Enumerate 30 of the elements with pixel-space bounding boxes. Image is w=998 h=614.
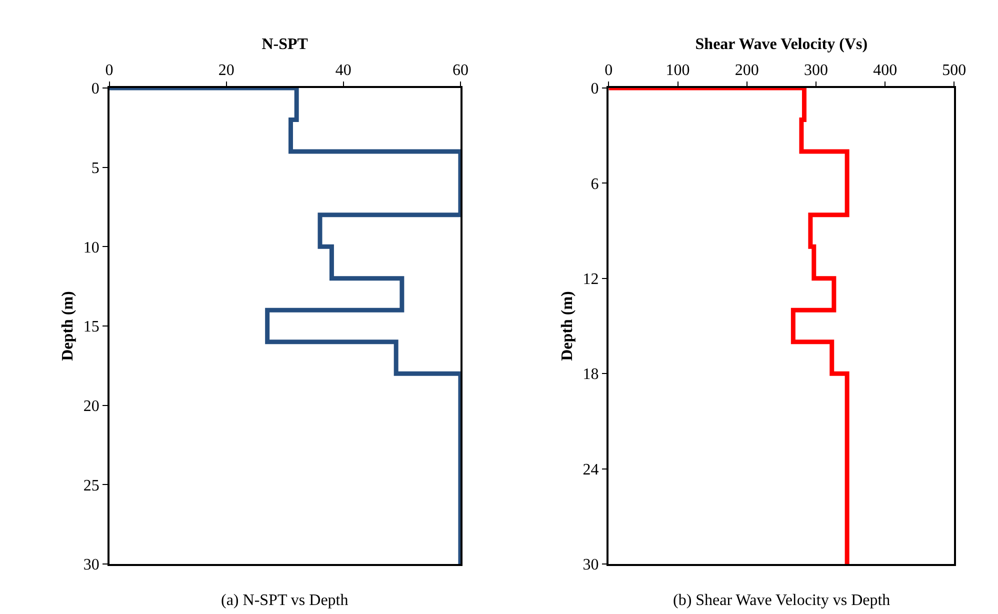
x-tick-label: 200 — [734, 62, 759, 79]
x-tick-label: 300 — [804, 62, 828, 79]
line-series — [608, 88, 850, 564]
x-tick-label: 40 — [335, 62, 352, 79]
x-tick-label: 0 — [604, 62, 613, 79]
y-tick-label: 30 — [582, 556, 599, 574]
x-tick-label: 500 — [942, 62, 966, 79]
text: (b) Shear Wave Velocity vs Depth — [673, 592, 890, 609]
y-tick-label: 6 — [590, 176, 599, 193]
chart-title: N-SPT — [262, 36, 308, 54]
y-tick-label: 5 — [91, 160, 100, 177]
y-tick-label: 0 — [91, 80, 100, 98]
chart-title: Shear Wave Velocity (Vs) — [695, 36, 868, 54]
x-tick-label: 60 — [452, 62, 468, 79]
y-axis-title: Depth (m) — [559, 291, 576, 361]
x-tick-label: 20 — [218, 62, 234, 79]
y-tick-label: 24 — [582, 461, 599, 478]
y-tick-label: 12 — [582, 271, 599, 288]
y-tick-label: 15 — [83, 318, 100, 336]
y-tick-label: 20 — [83, 398, 100, 415]
y-tick-label: 30 — [83, 556, 100, 574]
x-tick-label: 0 — [105, 62, 114, 79]
x-tick-label: 100 — [666, 62, 690, 79]
y-tick-label: 10 — [83, 239, 100, 256]
y-tick-label: 25 — [83, 477, 100, 494]
y-tick-label: 18 — [582, 366, 599, 384]
y-axis-title: Depth (m) — [60, 291, 77, 361]
text: (a) N-SPT vs Depth — [221, 592, 348, 609]
x-tick-label: 400 — [873, 62, 898, 79]
y-tick-label: 0 — [590, 80, 599, 98]
